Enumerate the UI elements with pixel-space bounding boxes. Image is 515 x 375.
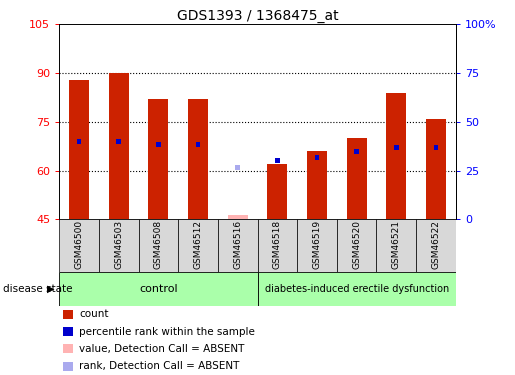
Text: GSM46503: GSM46503 bbox=[114, 220, 123, 269]
Bar bbox=[139, 219, 178, 272]
Bar bbox=[235, 165, 240, 170]
Text: GSM46518: GSM46518 bbox=[273, 220, 282, 269]
Bar bbox=[386, 93, 406, 219]
Bar bbox=[188, 99, 208, 219]
Title: GDS1393 / 1368475_at: GDS1393 / 1368475_at bbox=[177, 9, 338, 23]
Bar bbox=[258, 272, 456, 306]
Bar bbox=[116, 139, 121, 144]
Bar bbox=[434, 146, 438, 150]
Bar bbox=[63, 362, 73, 371]
Bar bbox=[258, 219, 297, 272]
Text: control: control bbox=[139, 284, 178, 294]
Text: value, Detection Call = ABSENT: value, Detection Call = ABSENT bbox=[79, 344, 245, 354]
Text: diabetes-induced erectile dysfunction: diabetes-induced erectile dysfunction bbox=[265, 284, 449, 294]
Text: rank, Detection Call = ABSENT: rank, Detection Call = ABSENT bbox=[79, 362, 239, 371]
Bar bbox=[337, 219, 376, 272]
Bar bbox=[59, 272, 258, 306]
Bar bbox=[99, 219, 139, 272]
Bar bbox=[196, 142, 200, 147]
Bar bbox=[267, 164, 287, 219]
Bar bbox=[63, 310, 73, 319]
Bar bbox=[77, 139, 81, 144]
Text: ▶: ▶ bbox=[46, 284, 54, 294]
Bar bbox=[69, 80, 89, 219]
Bar bbox=[275, 158, 280, 164]
Text: disease state: disease state bbox=[3, 284, 72, 294]
Bar bbox=[307, 151, 327, 219]
Bar bbox=[347, 138, 367, 219]
Bar bbox=[416, 219, 456, 272]
Text: count: count bbox=[79, 309, 109, 319]
Bar bbox=[297, 219, 337, 272]
Bar bbox=[394, 146, 399, 150]
Bar bbox=[315, 155, 319, 160]
Bar bbox=[59, 219, 99, 272]
Bar bbox=[148, 99, 168, 219]
Text: percentile rank within the sample: percentile rank within the sample bbox=[79, 327, 255, 337]
Text: GSM46522: GSM46522 bbox=[432, 220, 440, 269]
Text: GSM46521: GSM46521 bbox=[392, 220, 401, 269]
Text: GSM46500: GSM46500 bbox=[75, 220, 83, 269]
Bar bbox=[426, 118, 446, 219]
Bar bbox=[109, 73, 129, 219]
Text: GSM46520: GSM46520 bbox=[352, 220, 361, 269]
Text: GSM46519: GSM46519 bbox=[313, 220, 321, 269]
Bar bbox=[63, 327, 73, 336]
Bar bbox=[178, 219, 218, 272]
Bar bbox=[218, 219, 258, 272]
Text: GSM46512: GSM46512 bbox=[194, 220, 202, 269]
Bar bbox=[354, 149, 359, 154]
Text: GSM46508: GSM46508 bbox=[154, 220, 163, 269]
Bar bbox=[63, 345, 73, 354]
Text: GSM46516: GSM46516 bbox=[233, 220, 242, 269]
Bar bbox=[228, 214, 248, 219]
Bar bbox=[156, 142, 161, 147]
Bar bbox=[376, 219, 416, 272]
